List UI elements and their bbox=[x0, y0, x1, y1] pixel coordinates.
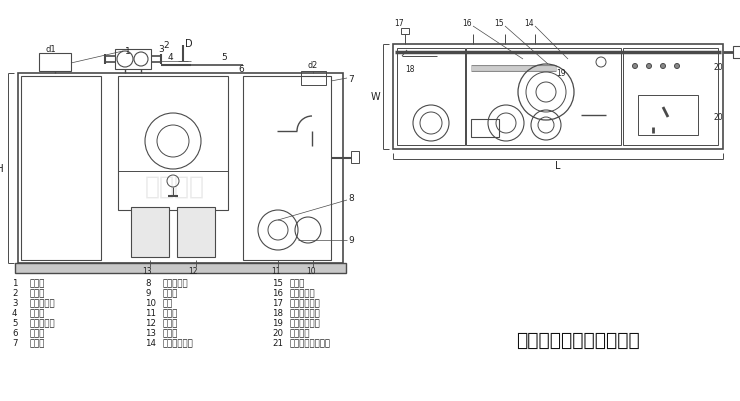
Text: H: H bbox=[0, 164, 4, 174]
Text: 集渣桶: 集渣桶 bbox=[163, 329, 178, 338]
Text: W: W bbox=[370, 92, 380, 102]
Text: 13: 13 bbox=[145, 329, 156, 338]
Text: 19: 19 bbox=[272, 319, 283, 328]
Text: 1: 1 bbox=[125, 47, 131, 57]
Text: 12: 12 bbox=[145, 319, 156, 328]
Text: 18: 18 bbox=[272, 309, 283, 318]
Text: 13: 13 bbox=[142, 267, 152, 276]
Text: 5: 5 bbox=[12, 319, 18, 328]
Text: 8: 8 bbox=[145, 279, 150, 288]
Text: 除渣感应器: 除渣感应器 bbox=[30, 319, 56, 328]
Bar bbox=[401, 29, 409, 35]
Text: 温度传感器: 温度传感器 bbox=[290, 289, 316, 298]
Text: 20: 20 bbox=[272, 329, 283, 338]
Text: 隔油器检修盖: 隔油器检修盖 bbox=[290, 319, 320, 328]
Text: 进水口: 进水口 bbox=[30, 279, 45, 288]
Text: 泄压排气口: 泄压排气口 bbox=[30, 299, 56, 308]
Bar bbox=[393, 45, 723, 150]
Text: 16: 16 bbox=[462, 18, 472, 27]
Text: 3: 3 bbox=[12, 299, 18, 308]
Text: 15: 15 bbox=[494, 18, 504, 27]
Text: 8: 8 bbox=[348, 194, 354, 203]
Circle shape bbox=[633, 64, 637, 69]
Text: 6: 6 bbox=[238, 65, 243, 74]
Text: 14: 14 bbox=[145, 339, 156, 348]
Circle shape bbox=[674, 64, 679, 69]
Text: 4: 4 bbox=[12, 309, 18, 318]
Text: 10: 10 bbox=[145, 299, 156, 308]
Text: 12: 12 bbox=[188, 267, 198, 276]
Text: 污水提升器检修门: 污水提升器检修门 bbox=[290, 339, 331, 348]
Text: 9: 9 bbox=[145, 289, 150, 298]
Bar bbox=[397, 49, 465, 146]
Bar bbox=[131, 207, 169, 257]
Text: 7: 7 bbox=[348, 74, 354, 83]
Bar bbox=[15, 263, 346, 273]
Text: 除渣器检修门: 除渣器检修门 bbox=[290, 309, 320, 318]
Text: 污水提升器: 污水提升器 bbox=[163, 279, 189, 288]
Text: 溢流口: 溢流口 bbox=[30, 339, 45, 348]
Bar bbox=[623, 49, 718, 146]
Bar bbox=[351, 152, 359, 164]
Text: 排油阀: 排油阀 bbox=[30, 309, 45, 318]
Text: 16: 16 bbox=[272, 289, 283, 298]
Text: 中鑫佳水: 中鑫佳水 bbox=[145, 174, 205, 198]
Text: d1: d1 bbox=[46, 45, 56, 55]
Text: 出水口: 出水口 bbox=[30, 329, 45, 338]
Text: 线缆接口: 线缆接口 bbox=[290, 329, 311, 338]
Text: 3: 3 bbox=[158, 45, 164, 55]
Bar bbox=[243, 77, 331, 260]
Circle shape bbox=[661, 64, 665, 69]
Text: 7: 7 bbox=[12, 339, 18, 348]
Text: 6: 6 bbox=[12, 329, 18, 338]
Bar bbox=[638, 96, 698, 136]
Text: 2: 2 bbox=[12, 289, 18, 298]
Text: 1: 1 bbox=[12, 279, 18, 288]
Text: 除渣器: 除渣器 bbox=[30, 289, 45, 298]
Text: 20: 20 bbox=[713, 113, 723, 122]
Text: 2: 2 bbox=[163, 41, 169, 51]
Text: 加热棒: 加热棒 bbox=[290, 279, 306, 288]
Bar bbox=[466, 49, 621, 146]
Bar bbox=[118, 77, 228, 211]
Text: 21: 21 bbox=[272, 339, 283, 348]
Bar bbox=[18, 74, 343, 263]
Bar bbox=[39, 54, 71, 72]
Text: d2: d2 bbox=[308, 61, 318, 70]
Text: 全自动油水分离器示意图: 全自动油水分离器示意图 bbox=[516, 330, 640, 348]
Text: 底座: 底座 bbox=[163, 299, 173, 308]
Bar bbox=[115, 50, 151, 70]
Text: 19: 19 bbox=[556, 68, 565, 77]
Text: 15: 15 bbox=[272, 279, 283, 288]
Text: 20: 20 bbox=[713, 62, 723, 71]
Text: 11: 11 bbox=[272, 267, 280, 276]
Text: 一级仓排泥阀: 一级仓排泥阀 bbox=[290, 299, 320, 308]
Text: 排污阀: 排污阀 bbox=[163, 289, 178, 298]
Text: 10: 10 bbox=[306, 267, 316, 276]
Text: 二级仓排泥阀: 二级仓排泥阀 bbox=[163, 339, 194, 348]
Text: 14: 14 bbox=[524, 18, 534, 27]
Text: 17: 17 bbox=[394, 18, 404, 27]
Text: 18: 18 bbox=[405, 64, 414, 73]
Text: D: D bbox=[185, 39, 192, 49]
Text: L: L bbox=[555, 160, 561, 170]
Text: 5: 5 bbox=[221, 53, 226, 62]
Bar bbox=[301, 72, 326, 86]
Bar bbox=[21, 77, 101, 260]
Bar bbox=[177, 207, 215, 257]
Text: 温度计: 温度计 bbox=[163, 309, 178, 318]
Bar bbox=[733, 47, 740, 59]
Text: 11: 11 bbox=[145, 309, 156, 318]
Text: 9: 9 bbox=[348, 236, 354, 245]
Text: 4: 4 bbox=[168, 53, 174, 62]
Text: 集油桶: 集油桶 bbox=[163, 319, 178, 328]
Circle shape bbox=[647, 64, 651, 69]
Text: 17: 17 bbox=[272, 299, 283, 308]
Bar bbox=[471, 120, 499, 138]
